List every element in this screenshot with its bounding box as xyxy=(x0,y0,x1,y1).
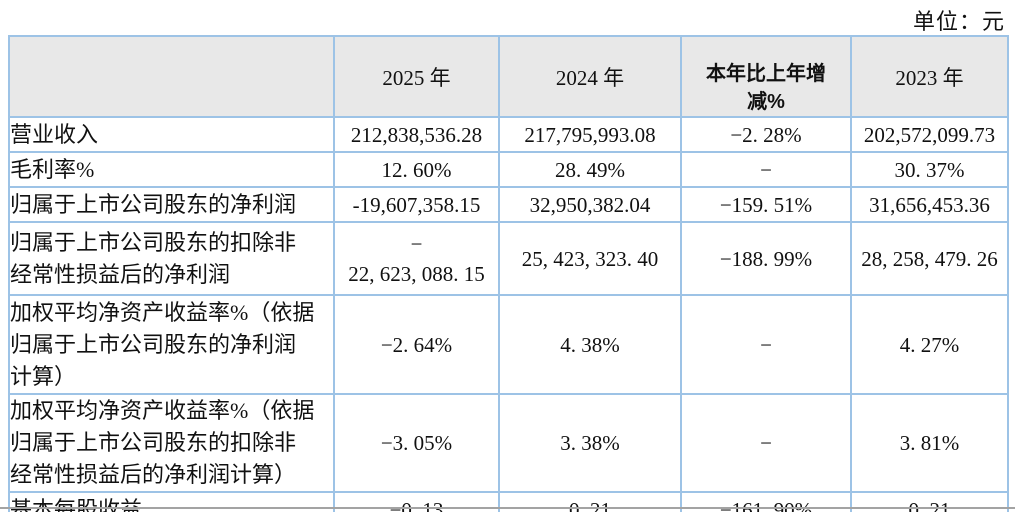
value-2024: 32,950,382.04 xyxy=(498,186,682,223)
value-2025: −2. 64% xyxy=(333,294,500,395)
table-row-basic-eps: 基本每股收益 −0. 13 0. 21 −161. 90% 0. 21 xyxy=(8,491,1009,512)
value-2024: 28. 49% xyxy=(498,151,682,188)
value-2025: −3. 05% xyxy=(333,393,500,493)
value-2023: 202,572,099.73 xyxy=(850,116,1009,153)
table-row-revenue: 营业收入 212,838,536.28 217,795,993.08 −2. 2… xyxy=(8,116,1009,153)
row-label: 营业收入 xyxy=(8,116,335,153)
value-2024: 4. 38% xyxy=(498,294,682,395)
row-label: 加权平均净资产收益率%（依据 归属于上市公司股东的净利润 计算） xyxy=(8,294,335,395)
value-yoy: −2. 28% xyxy=(680,116,852,153)
header-cell-empty xyxy=(8,35,335,118)
row-label: 基本每股收益 xyxy=(8,491,335,512)
value-yoy: −161. 90% xyxy=(680,491,852,512)
table-header-row: 2025 年 2024 年 本年比上年增减% 2023 年 xyxy=(8,35,1009,118)
row-label: 加权平均净资产收益率%（依据 归属于上市公司股东的扣除非 经常性损益后的净利润计… xyxy=(8,393,335,493)
value-yoy: − xyxy=(680,151,852,188)
value-2025: 212,838,536.28 xyxy=(333,116,500,153)
header-cell-yoy: 本年比上年增减% xyxy=(680,35,852,118)
value-yoy: −159. 51% xyxy=(680,186,852,223)
table-row-net-profit: 归属于上市公司股东的净利润 -19,607,358.15 32,950,382.… xyxy=(8,186,1009,223)
row-label: 归属于上市公司股东的扣除非 经常性损益后的净利润 xyxy=(8,221,335,296)
value-2023: 28, 258, 479. 26 xyxy=(850,221,1009,296)
value-2023: 30. 37% xyxy=(850,151,1009,188)
value-2025: 12. 60% xyxy=(333,151,500,188)
unit-label: 单位：元 xyxy=(912,9,1005,34)
value-2024: 0. 21 xyxy=(498,491,682,512)
value-2024: 25, 423, 323. 40 xyxy=(498,221,682,296)
value-2023: 0. 21 xyxy=(850,491,1009,512)
value-2023: 3. 81% xyxy=(850,393,1009,493)
row-label: 毛利率% xyxy=(8,151,335,188)
header-cell-yoy-label: 本年比上年增减% xyxy=(706,63,826,113)
financial-summary-table: 2025 年 2024 年 本年比上年增减% 2023 年 营业收入 212,8… xyxy=(8,35,1009,512)
value-yoy: − xyxy=(680,294,852,395)
value-2025: − 22, 623, 088. 15 xyxy=(333,221,500,296)
table-row-net-profit-excl-nonrecurring: 归属于上市公司股东的扣除非 经常性损益后的净利润 − 22, 623, 088.… xyxy=(8,221,1009,296)
bottom-divider xyxy=(0,507,1015,509)
value-2023: 4. 27% xyxy=(850,294,1009,395)
table-row-weighted-roe: 加权平均净资产收益率%（依据 归属于上市公司股东的净利润 计算） −2. 64%… xyxy=(8,294,1009,395)
value-2025: −0. 13 xyxy=(333,491,500,512)
table-row-gross-margin: 毛利率% 12. 60% 28. 49% − 30. 37% xyxy=(8,151,1009,188)
value-2024: 217,795,993.08 xyxy=(498,116,682,153)
value-2025: -19,607,358.15 xyxy=(333,186,500,223)
value-yoy: −188. 99% xyxy=(680,221,852,296)
header-cell-2023: 2023 年 xyxy=(850,35,1009,118)
header-cell-2024: 2024 年 xyxy=(498,35,682,118)
value-yoy: − xyxy=(680,393,852,493)
row-label: 归属于上市公司股东的净利润 xyxy=(8,186,335,223)
value-2023: 31,656,453.36 xyxy=(850,186,1009,223)
value-2024: 3. 38% xyxy=(498,393,682,493)
table-row-weighted-roe-excl-nonrecurring: 加权平均净资产收益率%（依据 归属于上市公司股东的扣除非 经常性损益后的净利润计… xyxy=(8,393,1009,493)
header-cell-2025: 2025 年 xyxy=(333,35,500,118)
